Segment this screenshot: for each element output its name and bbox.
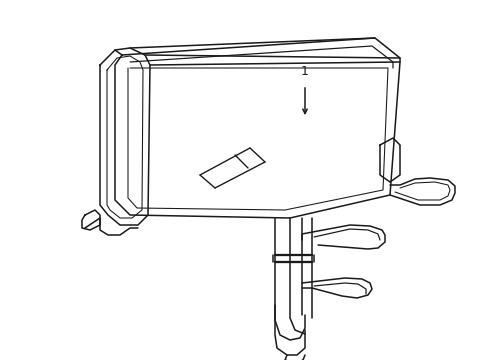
Text: 1: 1 (301, 65, 308, 78)
